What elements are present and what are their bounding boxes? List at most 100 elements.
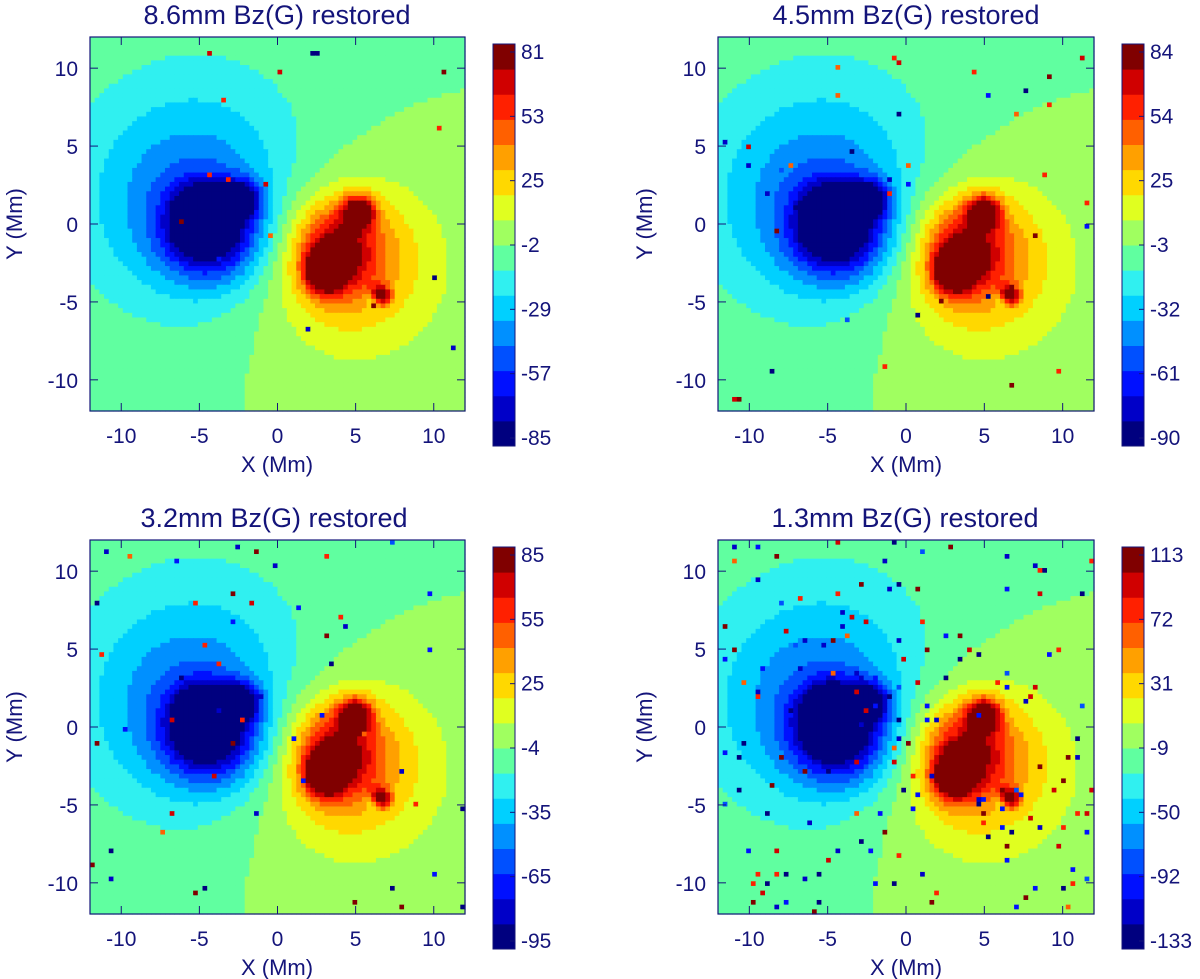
heatmap-cell	[399, 228, 405, 234]
heatmap-cell	[296, 167, 302, 174]
heatmap-cell	[244, 46, 250, 52]
heatmap-cell	[174, 275, 180, 281]
heatmap-cell	[286, 130, 293, 136]
heatmap-cell	[333, 88, 340, 94]
heatmap-cell	[446, 242, 452, 248]
heatmap-cell	[244, 266, 250, 272]
heatmap-cell	[165, 312, 171, 319]
heatmap-cell	[366, 294, 372, 300]
heatmap-cell	[230, 163, 236, 169]
heatmap-cell	[197, 261, 204, 267]
heatmap-cell	[141, 266, 147, 272]
heatmap-cell	[104, 308, 110, 314]
heatmap-cell	[235, 41, 241, 47]
heatmap-cell	[422, 111, 429, 118]
heatmap-cell	[136, 280, 143, 286]
heatmap-cell	[118, 83, 124, 90]
heatmap-cell	[399, 247, 405, 253]
heatmap-cell	[193, 167, 199, 174]
heatmap-cell	[422, 247, 429, 253]
heatmap-cell	[104, 195, 110, 202]
heatmap-cell	[427, 107, 433, 113]
heatmap-cell	[127, 144, 133, 150]
heatmap-cell	[375, 214, 382, 220]
heatmap-cell	[136, 284, 143, 291]
heatmap-cell	[136, 79, 143, 85]
heatmap-cell	[310, 256, 316, 262]
heatmap-cell	[221, 153, 227, 160]
heatmap-cell	[211, 79, 218, 85]
heatmap-cell	[249, 326, 255, 333]
heatmap-cell	[399, 191, 405, 197]
heatmap-cell	[146, 181, 152, 188]
heatmap-cell	[235, 233, 241, 239]
heatmap-cell	[141, 97, 147, 104]
heatmap-cell	[413, 46, 419, 52]
heatmap-cell	[357, 88, 363, 94]
heatmap-cell	[263, 317, 269, 323]
heatmap-cell	[188, 116, 194, 122]
heatmap-cell	[216, 266, 222, 272]
heatmap-cell	[268, 163, 274, 169]
heatmap-cell	[235, 37, 241, 43]
heatmap-cell	[244, 252, 250, 258]
heatmap-cell	[127, 167, 133, 174]
heatmap-cell	[268, 69, 274, 75]
heatmap-cell	[329, 317, 335, 323]
heatmap-cell	[385, 149, 391, 155]
heatmap-cell	[361, 172, 368, 178]
heatmap-cell	[211, 317, 218, 323]
heatmap-cell	[94, 322, 100, 328]
heatmap-cell	[343, 191, 349, 197]
heatmap-cell	[446, 284, 452, 291]
heatmap-cell	[286, 149, 293, 155]
heatmap-cell	[455, 177, 461, 183]
heatmap-cell	[352, 205, 358, 211]
heatmap-cell	[263, 102, 269, 108]
heatmap-cell	[324, 238, 330, 244]
heatmap-cell	[146, 116, 152, 122]
heatmap-cell	[333, 298, 340, 305]
heatmap-cell	[366, 130, 372, 136]
heatmap-cell	[104, 116, 110, 122]
heatmap-cell	[225, 111, 232, 118]
heatmap-cell	[347, 79, 354, 85]
heatmap-cell	[118, 116, 124, 122]
heatmap-cell	[249, 195, 255, 202]
heatmap-cell	[310, 312, 316, 319]
heatmap-cell	[375, 41, 382, 47]
heatmap-cell	[225, 37, 232, 43]
heatmap-cell	[436, 252, 443, 258]
heatmap-cell	[216, 284, 222, 291]
heatmap-cell	[399, 102, 405, 108]
heatmap-cell	[160, 97, 166, 104]
heatmap-cell	[399, 242, 405, 248]
heatmap-cell	[296, 298, 302, 305]
heatmap-cell	[169, 51, 175, 57]
heatmap-cell	[441, 88, 447, 94]
heatmap-cell	[324, 88, 330, 94]
heatmap-cell	[132, 242, 138, 248]
heatmap-cell	[361, 219, 368, 225]
heatmap-cell	[240, 280, 246, 286]
heatmap-cell	[436, 51, 443, 57]
heatmap-cell	[291, 69, 297, 75]
heatmap-cell	[394, 191, 400, 197]
heatmap-cell	[188, 191, 194, 197]
heatmap-cell	[150, 177, 157, 183]
heatmap-cell	[347, 303, 354, 309]
heatmap-cell	[455, 97, 461, 104]
heatmap-cell	[305, 312, 311, 319]
heatmap-cell	[315, 135, 321, 141]
heatmap-cell	[315, 256, 321, 262]
heatmap-cell	[432, 195, 438, 202]
heatmap-cell	[207, 219, 213, 225]
heatmap-cell	[207, 65, 213, 71]
heatmap-cell	[333, 111, 340, 118]
heatmap-cell	[338, 195, 344, 202]
heatmap-cell	[347, 191, 354, 197]
heatmap-cell	[371, 219, 377, 225]
heatmap-cell	[394, 74, 400, 80]
heatmap-cell	[366, 149, 372, 155]
heatmap-cell	[207, 158, 213, 164]
